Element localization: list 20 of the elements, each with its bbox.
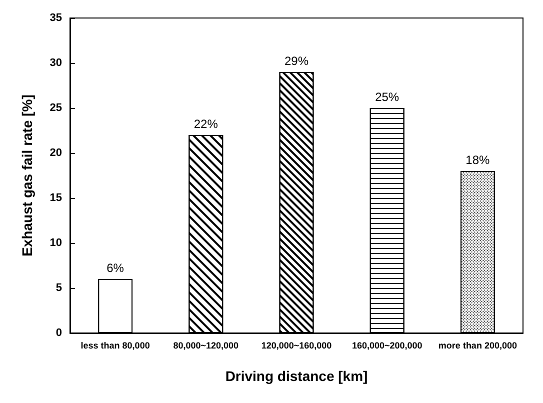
x-tick-label: less than 80,000 xyxy=(80,340,150,350)
y-tick-label: 5 xyxy=(56,282,62,294)
data-label: 18% xyxy=(466,153,490,167)
y-tick-label: 0 xyxy=(56,327,62,339)
x-tick-label: 160,000~200,000 xyxy=(352,340,422,350)
y-tick-label: 15 xyxy=(50,192,62,204)
y-tick-label: 25 xyxy=(50,102,62,114)
x-axis-title: Driving distance [km] xyxy=(225,368,368,384)
y-tick-label: 20 xyxy=(50,147,62,159)
y-axis-title: Exhaust gas fail rate [%] xyxy=(19,94,35,256)
data-label: 22% xyxy=(194,117,218,131)
y-tick-label: 35 xyxy=(50,12,62,24)
data-label: 6% xyxy=(106,261,124,275)
y-tick-label: 10 xyxy=(50,237,62,249)
data-label: 29% xyxy=(284,54,309,68)
x-tick-label: 80,000~120,000 xyxy=(173,340,239,350)
x-tick-label: more than 200,000 xyxy=(438,340,517,350)
y-tick-label: 30 xyxy=(50,57,62,69)
data-label: 25% xyxy=(375,90,400,104)
x-tick-label: 120,000~160,000 xyxy=(261,340,332,350)
